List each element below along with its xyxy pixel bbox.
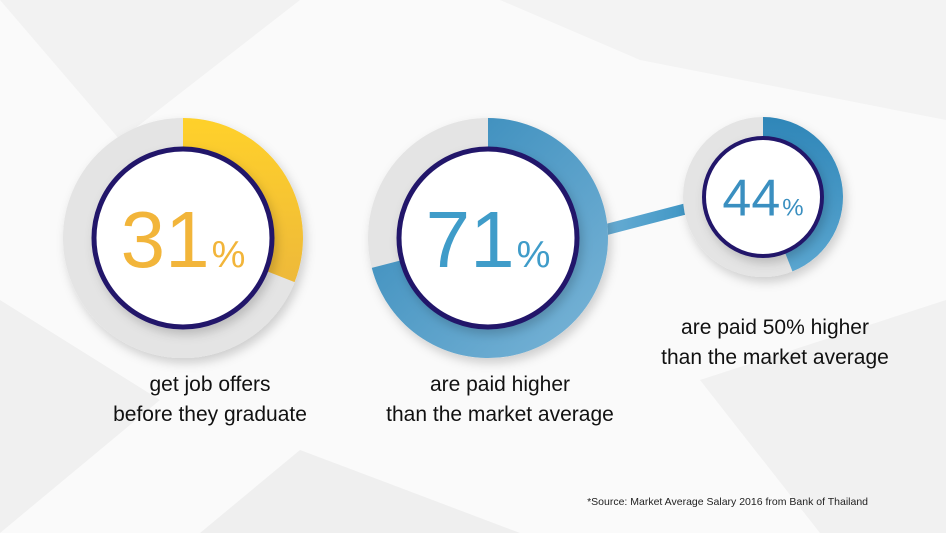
- caption-line: get job offers: [149, 373, 271, 396]
- inner-disc: [396, 146, 580, 330]
- percentage-unit: %: [782, 195, 803, 222]
- percentage-number: 31: [121, 195, 210, 284]
- percentage-value: 44%: [722, 170, 803, 228]
- percentage-value: 31%: [121, 195, 246, 284]
- percentage-number: 44: [722, 170, 780, 228]
- caption-paid-50-higher: are paid 50% higher than the market aver…: [630, 313, 920, 373]
- donut-gauge-71: 71%: [368, 118, 609, 358]
- caption-paid-higher: are paid higher than the market average: [360, 370, 640, 430]
- inner-disc: [702, 136, 824, 258]
- source-note: *Source: Market Average Salary 2016 from…: [587, 496, 868, 508]
- caption-line: are paid 50% higher: [681, 316, 869, 339]
- percentage-unit: %: [212, 234, 246, 276]
- donut-gauge-31: 31%: [63, 118, 303, 358]
- caption-job-offers: get job offers before they graduate: [60, 370, 360, 430]
- caption-line: are paid higher: [429, 373, 571, 396]
- inner-disc: [91, 146, 275, 330]
- caption-line: than the market average: [661, 346, 889, 369]
- percentage-number: 71: [426, 195, 515, 284]
- caption-line: before they graduate: [113, 403, 307, 426]
- caption-line: than the market average: [386, 403, 614, 426]
- donut-gauge-44: 44%: [683, 117, 843, 277]
- percentage-value: 71%: [426, 195, 551, 284]
- connector-line: [591, 201, 695, 239]
- percentage-unit: %: [517, 234, 551, 276]
